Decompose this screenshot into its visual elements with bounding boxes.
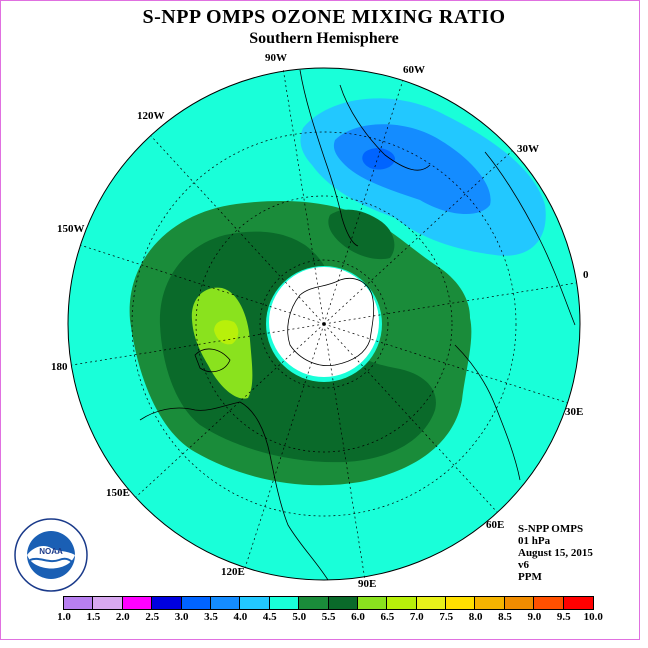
logo-text: NOAA [39, 547, 63, 556]
lon-label-150e: 150E [106, 487, 130, 499]
colorbar-tick-label: 8.5 [498, 611, 512, 623]
info-instrument: S-NPP OMPS [518, 523, 584, 535]
info-pressure: 01 hPa [518, 535, 551, 547]
info-date: August 15, 2015 [518, 547, 593, 559]
band-6-0 [191, 287, 253, 399]
lon-label-90w: 90W [265, 52, 287, 64]
band-5-5-north [328, 209, 395, 260]
latitude-circle-60s [195, 195, 453, 453]
figure-frame [0, 0, 640, 640]
colorbar-swatch [64, 597, 94, 609]
info-version: v6 [518, 559, 529, 571]
colorbar-tick-label: 5.0 [292, 611, 307, 623]
colorbar-swatch [504, 597, 535, 609]
colorbar-swatch [210, 597, 241, 609]
colorbar-swatch [122, 597, 153, 609]
lon-label-90e: 90E [358, 578, 376, 590]
colorbar-swatch [328, 597, 358, 609]
info-units: PPM [518, 571, 542, 583]
colorbar-swatch [240, 597, 270, 609]
southern-africa-coast [454, 344, 521, 481]
colorbar-tick-label: 9.0 [527, 611, 542, 623]
colorbar-swatch [534, 597, 564, 609]
colorbar-swatch [269, 597, 300, 609]
colorbar-swatch [299, 597, 329, 609]
colorbar-tick-label: 1.0 [57, 611, 71, 623]
lon-label-0: 0 [583, 269, 589, 281]
graticule [71, 67, 577, 581]
colorbar-tick-label: 2.0 [115, 611, 130, 623]
colorbar-labels: 1.0 1.5 2.0 2.5 3.0 3.5 4.0 4.5 5.0 5.5 6.0 6.5 7.0 7… [57, 611, 603, 625]
colorbar-swatch [563, 597, 594, 609]
info-block: S-NPP OMPS 01 hPa August 15, 2015 v6 PPM [518, 523, 593, 583]
latitude-circle-45s [131, 131, 517, 517]
colorbar-tick-label: 6.5 [380, 611, 395, 623]
colorbar-swatch [152, 597, 182, 609]
south-pole-marker [322, 322, 326, 326]
colorbar-tick-label: 7.5 [439, 611, 454, 623]
colorbar-swatch [416, 597, 447, 609]
colorbar-swatch [475, 597, 505, 609]
colorbar-swatch [446, 597, 476, 609]
colorbar-tick-label: 7.0 [409, 611, 424, 623]
lon-label-60e: 60E [486, 519, 504, 531]
colorbar-tick-label: 3.0 [174, 611, 189, 623]
colorbar-tick-label: 2.5 [145, 611, 160, 623]
page-subtitle: Southern Hemisphere [249, 30, 399, 47]
lon-label-30w: 30W [517, 143, 539, 155]
australia-coast [139, 401, 329, 581]
colorbar-swatch [387, 597, 417, 609]
colorbar-tick-label: 6.0 [351, 611, 365, 623]
colorbar-tick-label: 3.5 [204, 611, 218, 623]
new-zealand-coast [194, 348, 231, 373]
meridian-90e [323, 323, 366, 581]
colorbar-tick-label: 1.5 [86, 611, 101, 623]
colorbar-tick-label: 4.0 [233, 611, 248, 623]
longitude-labels: 90W 60W 30W 0 30E 60E 90E 120E 150E 180 … [51, 52, 589, 590]
colorbar-tick-label: 10.0 [583, 611, 603, 623]
africa-coast [484, 151, 576, 326]
colorbar-swatches [63, 596, 595, 610]
colorbar-swatch [357, 597, 388, 609]
colorbar: 1.0 1.5 2.0 2.5 3.0 3.5 4.0 4.5 5.0 5.5 6.0 6.5 7.0 7… [57, 596, 603, 625]
lon-label-180: 180 [51, 361, 68, 373]
colorbar-tick-label: 4.5 [262, 611, 277, 623]
colorbar-tick-label: 8.0 [468, 611, 483, 623]
band-6-5 [214, 320, 239, 345]
lon-label-120e: 120E [221, 566, 245, 578]
south-america-coast [299, 69, 431, 247]
lon-label-60w: 60W [403, 64, 425, 76]
lon-label-30e: 30E [565, 406, 583, 418]
colorbar-swatch [93, 597, 123, 609]
low-ozone-region-inner [333, 124, 491, 215]
lon-label-150w: 150W [57, 223, 85, 235]
low-ozone-core [362, 148, 395, 170]
colorbar-tick-label: 5.5 [321, 611, 336, 623]
meridian-90w [282, 67, 325, 325]
noaa-logo: NOAA [14, 518, 88, 592]
coastlines [139, 69, 576, 581]
page-title: S-NPP OMPS OZONE MIXING RATIO [142, 6, 506, 28]
antarctica-coast [287, 278, 375, 367]
map-border [67, 67, 581, 581]
latitude-circle-75s [259, 259, 389, 389]
colorbar-tick-label: 9.5 [556, 611, 571, 623]
colorbar-swatch [181, 597, 211, 609]
lon-label-120w: 120W [137, 110, 165, 122]
